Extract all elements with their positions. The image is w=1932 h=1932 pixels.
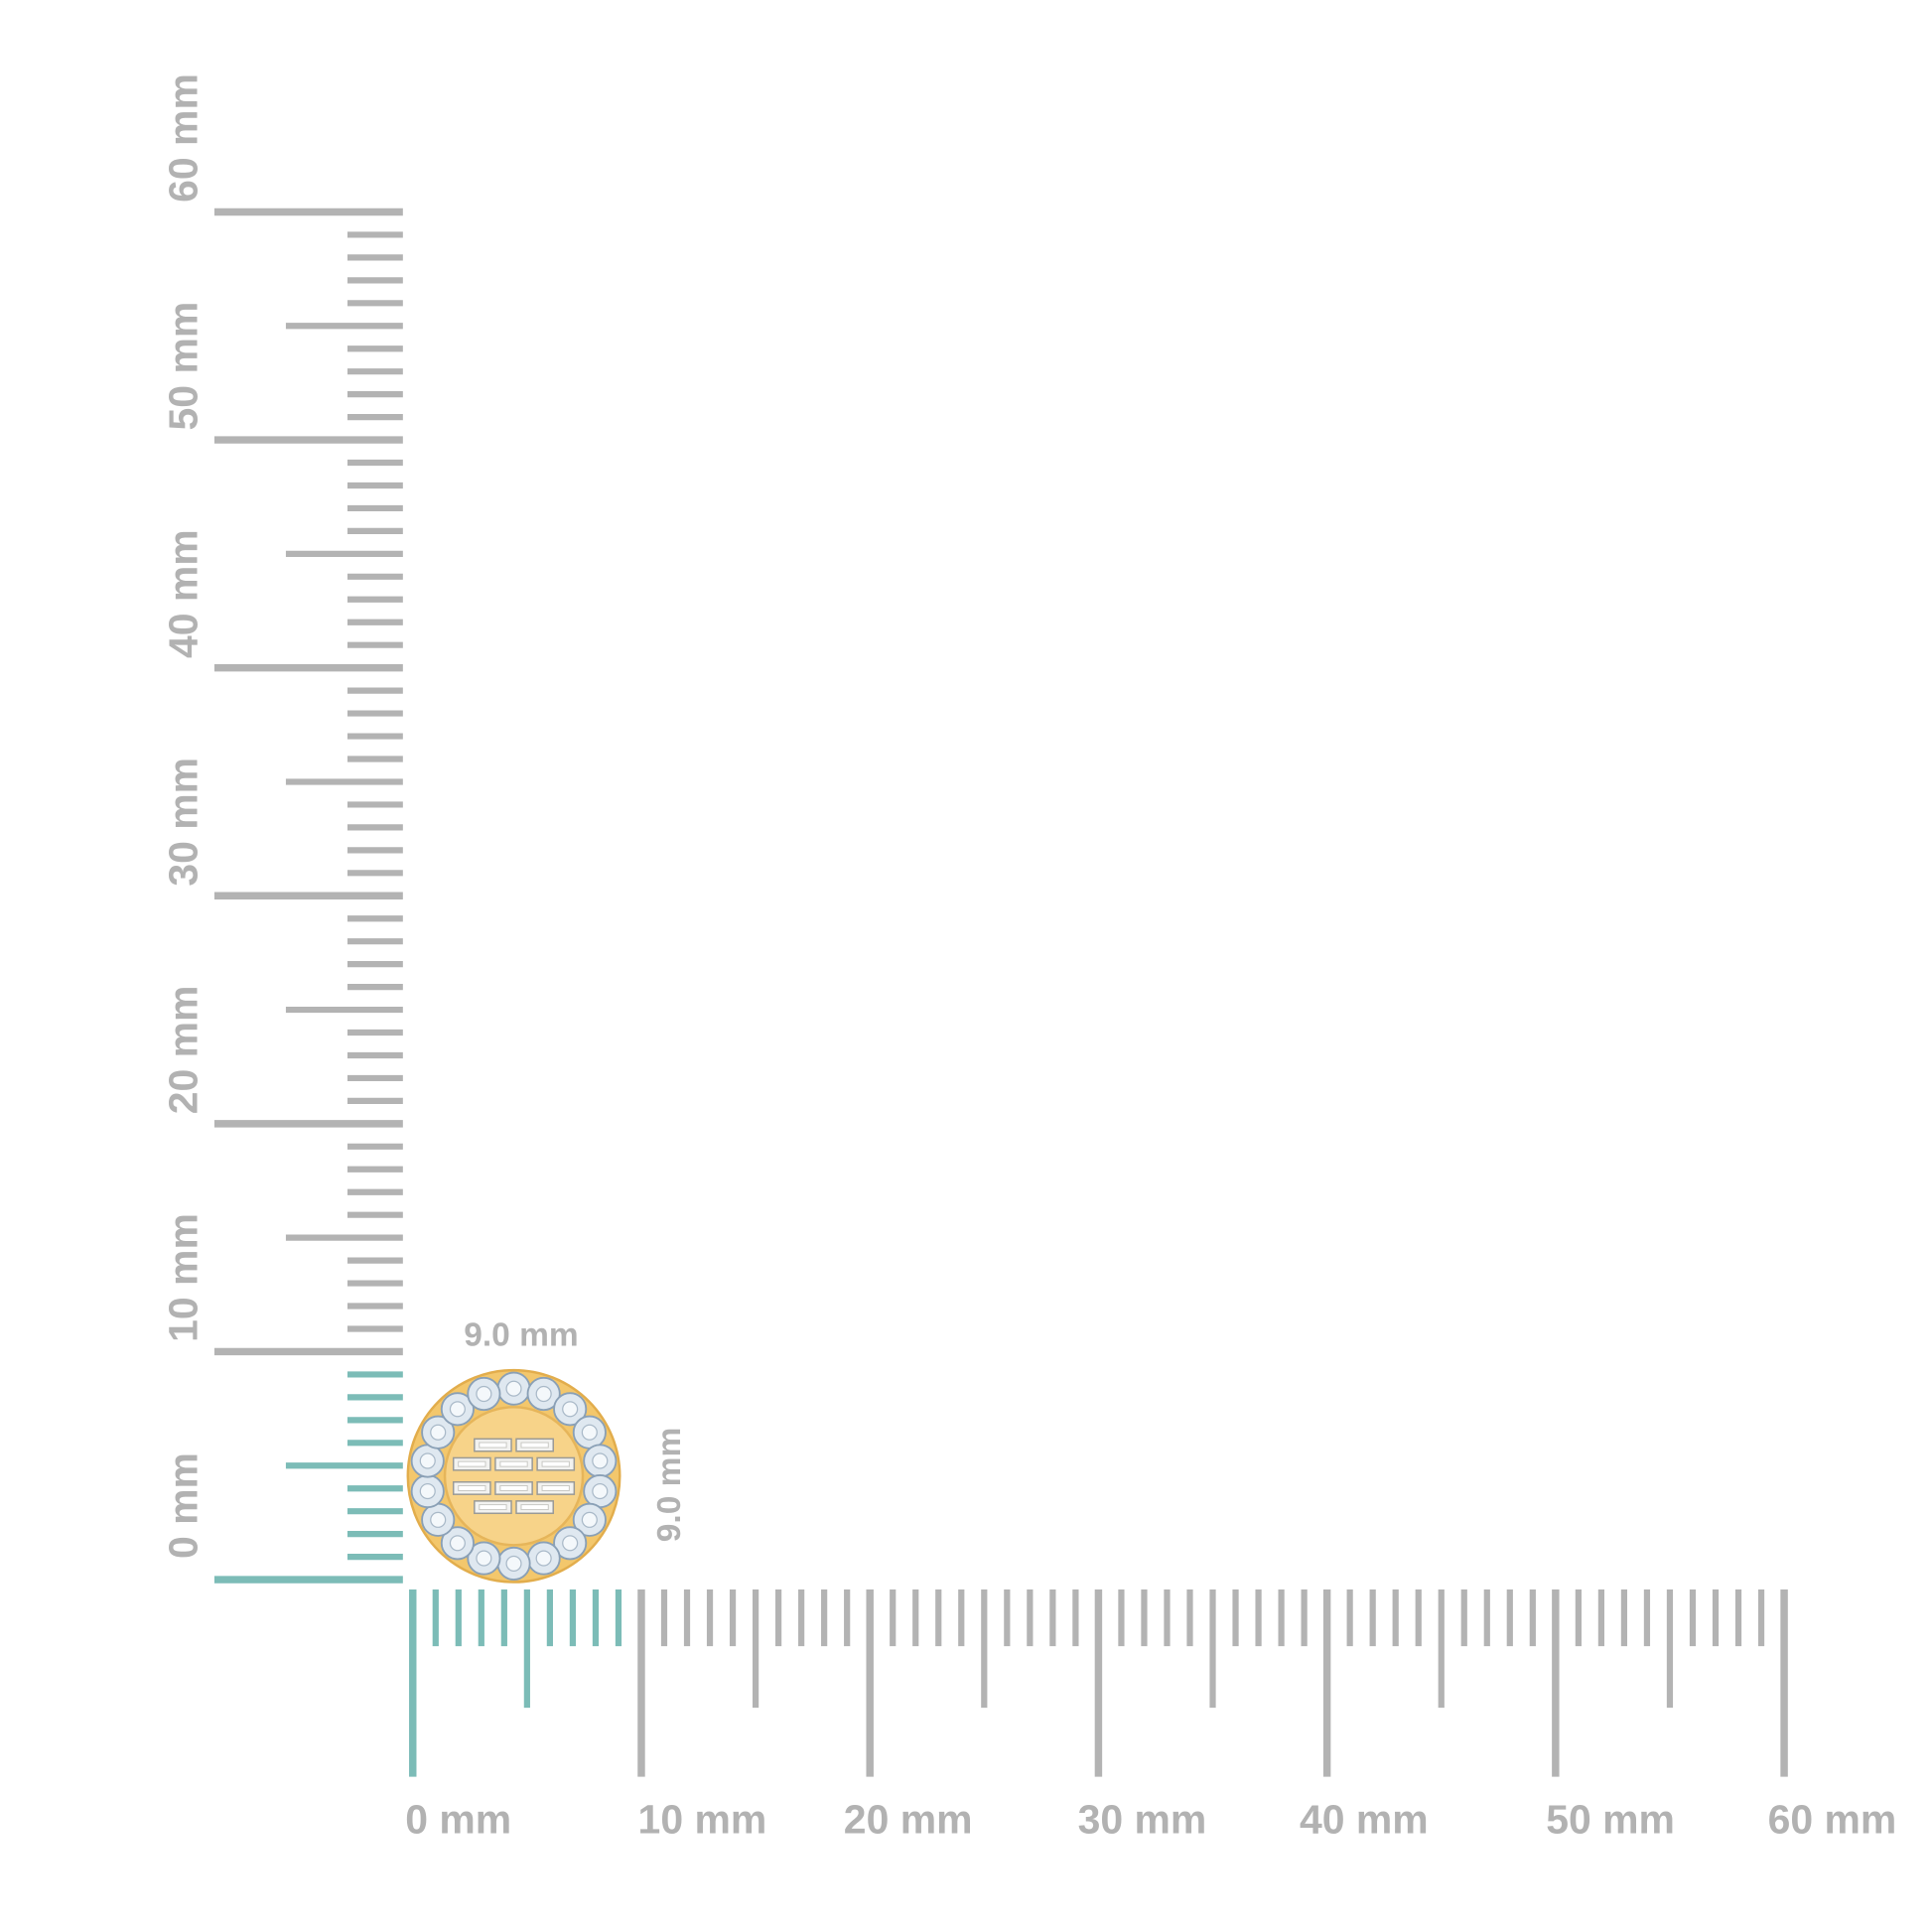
diamond-facet [505, 1555, 522, 1572]
diamond-facet [449, 1401, 466, 1418]
horizontal-ruler [409, 1588, 1788, 1777]
baguette-facet [479, 1442, 507, 1449]
baguette-facet [520, 1442, 549, 1449]
diamond-facet [449, 1535, 466, 1552]
width-dimension-label: 9.0 mm [464, 1316, 578, 1353]
baguette-facet [499, 1484, 528, 1491]
y-axis-label: 0 mm [161, 1452, 207, 1559]
diamond-facet [419, 1452, 436, 1469]
diamond-facet [562, 1535, 579, 1552]
y-axis-label: 60 mm [161, 73, 207, 203]
baguette-facet [520, 1504, 549, 1511]
diamond-facet [430, 1424, 447, 1441]
baguette-facet [541, 1460, 570, 1467]
y-axis-label: 50 mm [161, 302, 207, 431]
baguette-facet [541, 1484, 570, 1491]
x-axis-label: 40 mm [1300, 1797, 1429, 1843]
diamond-facet [505, 1380, 522, 1397]
x-axis-label: 0 mm [405, 1797, 511, 1843]
diamond-facet [592, 1452, 609, 1469]
diamond-facet [476, 1385, 492, 1403]
baguette-facet [499, 1460, 528, 1467]
y-axis-label: 20 mm [161, 986, 207, 1115]
earring-inner-plate [443, 1406, 585, 1547]
diamond-facet [562, 1401, 579, 1418]
y-axis-label: 30 mm [161, 758, 207, 887]
x-axis-label: 30 mm [1078, 1797, 1207, 1843]
horizontal-ruler-labels: 0 mm 10 mm 20 mm 30 mm 40 mm 50 mm 60 mm [405, 1797, 1896, 1843]
diamond-facet [592, 1483, 609, 1500]
earring-image [406, 1368, 621, 1584]
baguette-facet [458, 1484, 486, 1491]
x-axis-label: 10 mm [638, 1797, 767, 1843]
diamond-facet [535, 1385, 552, 1403]
diamond-facet [581, 1511, 598, 1528]
vertical-ruler-labels: 0 mm 10 mm 20 mm 30 mm 40 mm 50 mm 60 mm [161, 73, 207, 1559]
y-axis-label: 40 mm [161, 529, 207, 658]
x-axis-label: 50 mm [1546, 1797, 1675, 1843]
diamond-facet [581, 1424, 598, 1441]
vertical-ruler [213, 207, 403, 1584]
baguette-facet [458, 1460, 486, 1467]
height-dimension-label: 9.0 mm [651, 1428, 688, 1542]
diamond-facet [430, 1511, 447, 1528]
baguette-facet [479, 1504, 507, 1511]
diamond-facet [535, 1550, 552, 1567]
diamond-facet [419, 1483, 436, 1500]
diamond-facet [476, 1550, 492, 1567]
x-axis-label: 20 mm [844, 1797, 973, 1843]
x-axis-label: 60 mm [1768, 1797, 1897, 1843]
y-axis-label: 10 mm [161, 1213, 207, 1342]
